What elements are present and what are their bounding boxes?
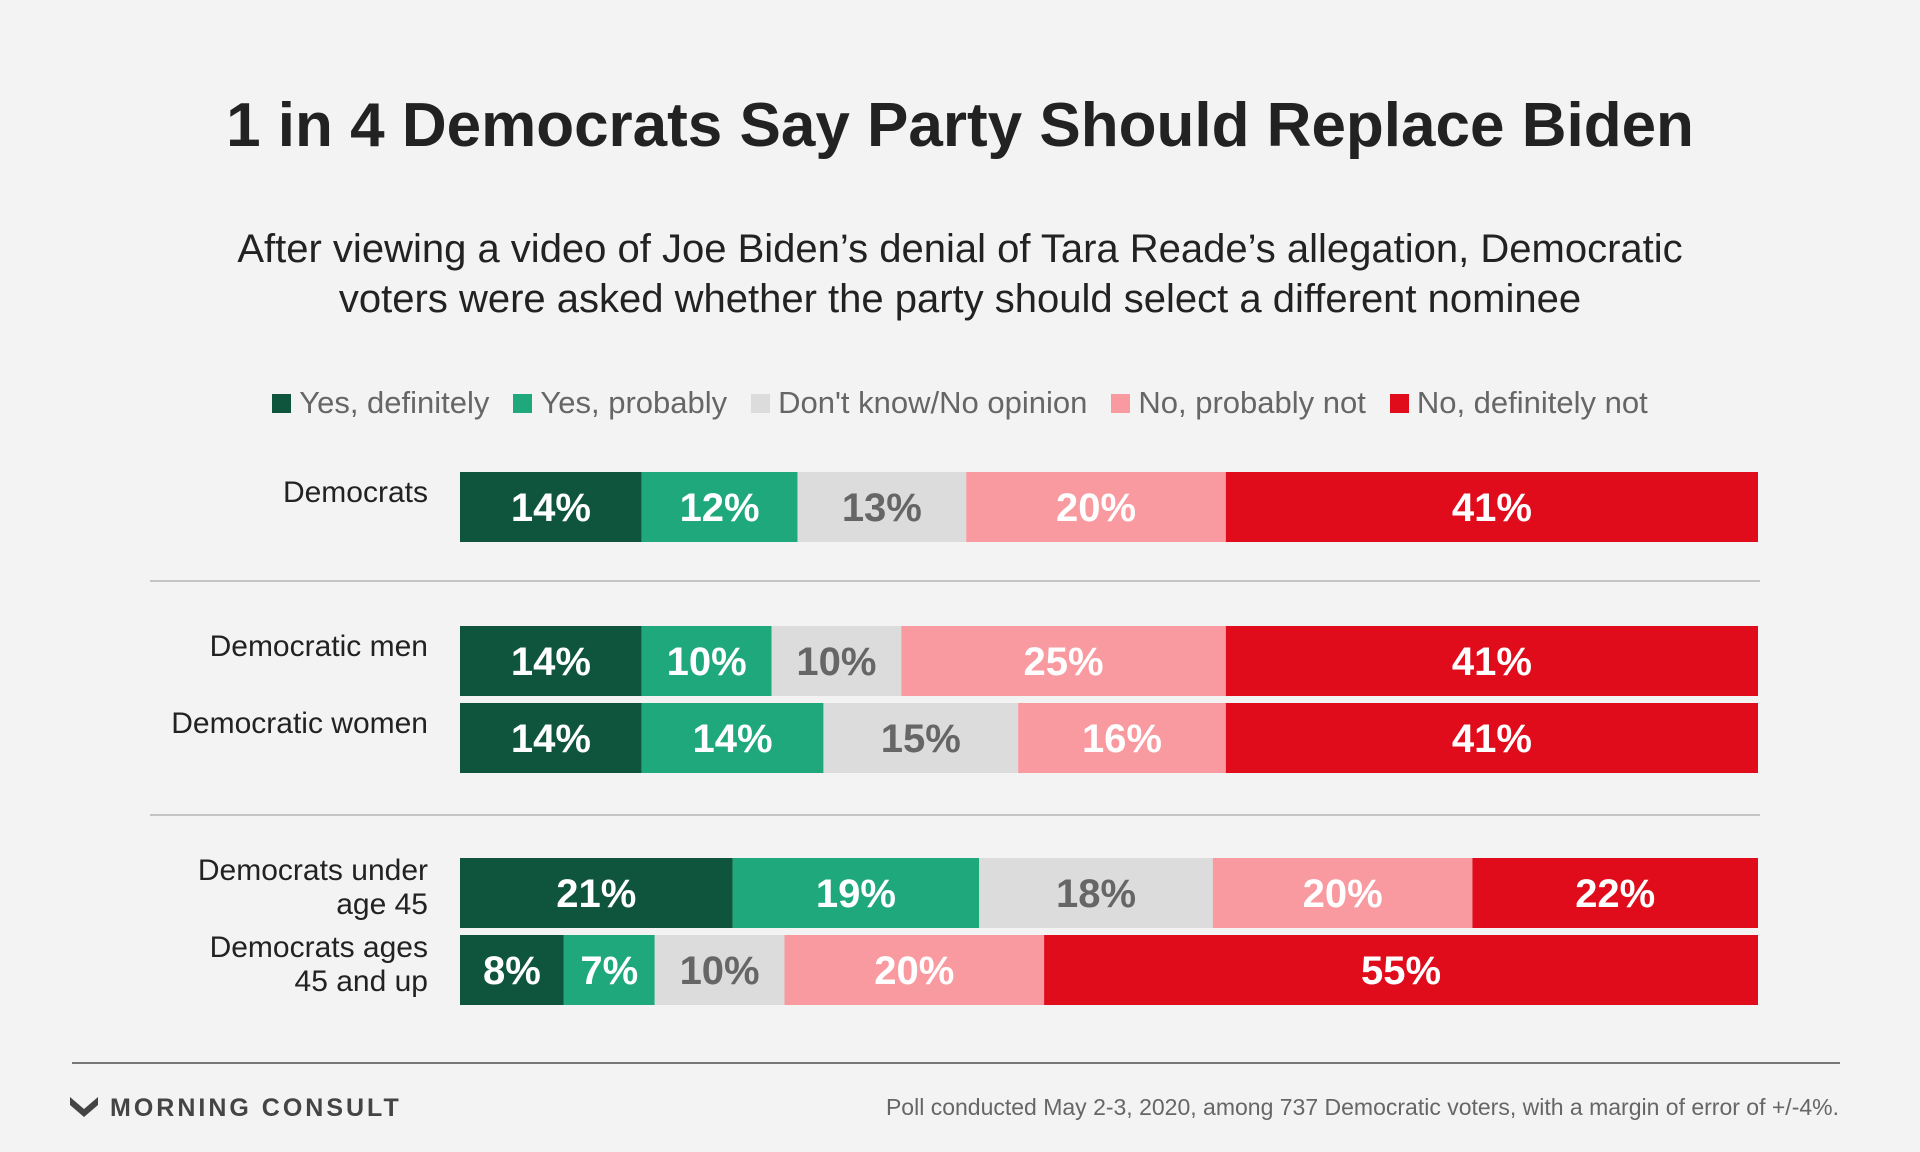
chart-title: 1 in 4 Democrats Say Party Should Replac…	[226, 91, 1694, 160]
bar-segment	[823, 703, 1019, 773]
bar-segment	[1225, 626, 1758, 696]
data-label: 41%	[1452, 640, 1532, 684]
bar-segment	[641, 703, 824, 773]
bar-segment	[1044, 935, 1758, 1005]
category-label: Democratic men	[210, 630, 428, 663]
legend-item-yes-probably: Yes, probably	[513, 385, 727, 421]
bar-segment	[784, 935, 1045, 1005]
category-label-line: 45 and up	[295, 965, 428, 998]
bar-segment	[460, 472, 642, 542]
data-label: 10%	[667, 640, 747, 684]
data-label: 16%	[1082, 717, 1162, 761]
data-label: 18%	[1056, 872, 1136, 916]
data-label: 14%	[511, 486, 591, 530]
data-label: 41%	[1452, 717, 1532, 761]
category-label-line: age 45	[336, 888, 428, 921]
data-label: 14%	[511, 717, 591, 761]
data-label: 10%	[796, 640, 876, 684]
footer-divider	[72, 1062, 1840, 1064]
bar-segment	[563, 935, 655, 1005]
legend-swatch	[272, 393, 292, 413]
category-label: Democrats	[283, 476, 428, 509]
bar-segment	[1225, 703, 1758, 773]
brand-name: MORNING CONSULT	[110, 1094, 402, 1122]
data-label: 19%	[816, 872, 896, 916]
bar-segment	[460, 935, 564, 1005]
subtitle-line-1: After viewing a video of Joe Biden’s den…	[237, 227, 1683, 271]
bar-segment	[1212, 858, 1473, 928]
bar-segment	[641, 626, 772, 696]
bar-segment	[966, 472, 1226, 542]
category-label-line: Democrats ages	[210, 931, 428, 964]
stacked-bar-chart: Democrats 14% 12% 13% 20% 41% Democratic men 14…	[150, 472, 1760, 1005]
data-label: 7%	[580, 949, 638, 993]
legend-item-no-probably-not: No, probably not	[1111, 385, 1366, 421]
subtitle-line-2: voters were asked whether the party shou…	[338, 277, 1582, 321]
category-label: Democratic women	[171, 707, 428, 740]
bar-segment	[460, 858, 733, 928]
chart-subtitle: After viewing a video of Joe Biden’s den…	[160, 224, 1760, 324]
legend-swatch	[1111, 393, 1131, 413]
data-label: 20%	[874, 949, 954, 993]
category-label-line: Democrats under	[198, 854, 428, 887]
data-label: 21%	[556, 872, 636, 916]
legend-item-no-definitely-not: No, definitely not	[1389, 385, 1648, 421]
brand-logo: MORNING CONSULT	[70, 1094, 402, 1123]
data-label: 14%	[511, 640, 591, 684]
legend-label: Yes, definitely	[299, 385, 490, 420]
category-label: Democrats ages 45 and up	[210, 931, 428, 998]
data-label: 10%	[680, 949, 760, 993]
bar-segment	[797, 472, 967, 542]
bar-segment	[1225, 472, 1758, 542]
bar-segment	[460, 703, 642, 773]
legend-item-yes-definitely: Yes, definitely	[272, 385, 489, 421]
bar-segment	[901, 626, 1226, 696]
data-label: 25%	[1024, 640, 1104, 684]
bar-segment	[1018, 703, 1226, 773]
data-label: 13%	[842, 486, 922, 530]
legend-label: No, probably not	[1138, 385, 1366, 420]
chart-legend: Yes, definitely Yes, probably Don't know…	[0, 385, 1920, 421]
data-label: 8%	[483, 949, 541, 993]
data-label: 14%	[693, 717, 773, 761]
data-label: 22%	[1575, 872, 1655, 916]
bar-segment	[654, 935, 785, 1005]
data-label: 55%	[1361, 949, 1441, 993]
morning-consult-logo-icon	[70, 1096, 98, 1117]
bar-segment	[1472, 858, 1758, 928]
legend-swatch	[513, 393, 533, 413]
footer-note: Poll conducted May 2-3, 2020, among 737 …	[885, 1094, 1839, 1120]
legend-item-dont-know: Don't know/No opinion	[751, 385, 1087, 421]
bar-segment	[460, 626, 642, 696]
bar-segment	[979, 858, 1213, 928]
bar-segment	[771, 626, 902, 696]
bar-segment	[641, 472, 798, 542]
data-label: 15%	[881, 717, 961, 761]
legend-label: Don't know/No opinion	[778, 385, 1088, 420]
legend-swatch	[1389, 393, 1409, 413]
category-label: Democrats under age 45	[198, 854, 428, 921]
data-label: 12%	[680, 486, 760, 530]
legend-label: No, definitely not	[1416, 385, 1648, 420]
data-label: 20%	[1303, 872, 1383, 916]
bar-segment	[732, 858, 980, 928]
legend-swatch	[751, 393, 771, 413]
data-label: 20%	[1056, 486, 1136, 530]
data-label: 41%	[1452, 486, 1532, 530]
legend-label: Yes, probably	[540, 385, 728, 420]
